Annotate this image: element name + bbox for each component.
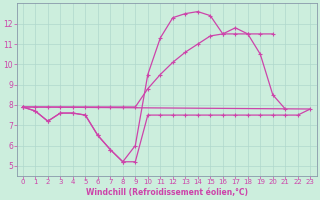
X-axis label: Windchill (Refroidissement éolien,°C): Windchill (Refroidissement éolien,°C) bbox=[85, 188, 248, 197]
